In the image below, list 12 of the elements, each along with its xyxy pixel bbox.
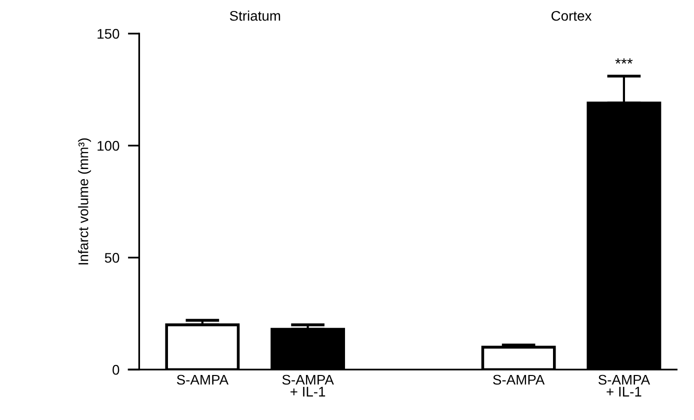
x-tick-label: S-AMPA + IL-1 xyxy=(598,374,650,396)
text: Cortex xyxy=(552,10,592,21)
x-tick-label: S-AMPA + IL-1 xyxy=(282,374,334,396)
text: Striatum xyxy=(230,10,280,21)
data-label: *** xyxy=(615,58,633,64)
x-tick-label: S-AMPA xyxy=(493,374,545,385)
y-tick-label: 100 xyxy=(98,140,120,151)
y-tick-label: 0 xyxy=(112,364,120,375)
x-tick-label: S-AMPA xyxy=(176,374,228,385)
y-tick-label: 50 xyxy=(104,252,120,263)
y-tick-label: 150 xyxy=(98,28,120,39)
y-axis-title: Infarct volume (mm³) xyxy=(78,138,92,264)
